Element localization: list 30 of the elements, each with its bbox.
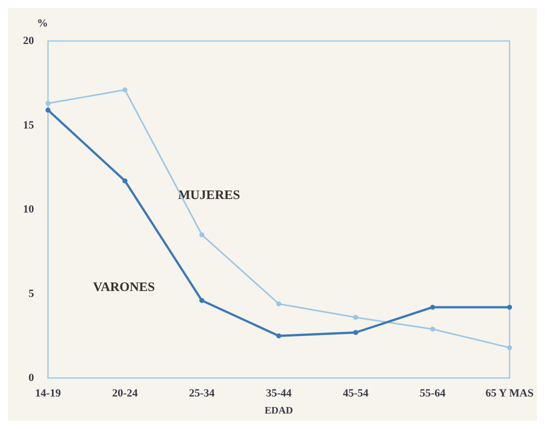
x-tick-label: 45-54 (342, 388, 370, 400)
point (46, 108, 50, 113)
point (276, 301, 282, 306)
x-tick-label: 55-64 (420, 388, 446, 400)
y-axis-title: % (37, 18, 48, 30)
point (122, 178, 128, 184)
y-tick-label: 10 (23, 204, 34, 216)
x-tick-label: 25-34 (189, 388, 216, 400)
y-tick-label: 20 (23, 35, 34, 47)
y-tick-label: 0 (28, 372, 34, 384)
point (276, 333, 282, 338)
point (199, 298, 204, 303)
point (353, 330, 358, 336)
point (507, 304, 512, 310)
x-tick-label: 35-44 (266, 388, 292, 400)
x-axis-title: EDAD (264, 406, 293, 416)
point (122, 87, 128, 92)
y-tick-label: 15 (23, 119, 34, 132)
point (507, 345, 512, 350)
point (430, 304, 436, 310)
x-tick-label: 14-19 (35, 388, 62, 400)
point (199, 232, 204, 238)
point (430, 326, 436, 332)
x-tick-label: 65 Y MAS (486, 388, 534, 400)
point (46, 100, 50, 106)
y-tick-label: 5 (28, 288, 34, 300)
text: VARONES (93, 279, 155, 294)
series-label: MUJERES (178, 187, 240, 202)
x-tick-label: 20-24 (112, 388, 138, 400)
point (353, 314, 358, 320)
